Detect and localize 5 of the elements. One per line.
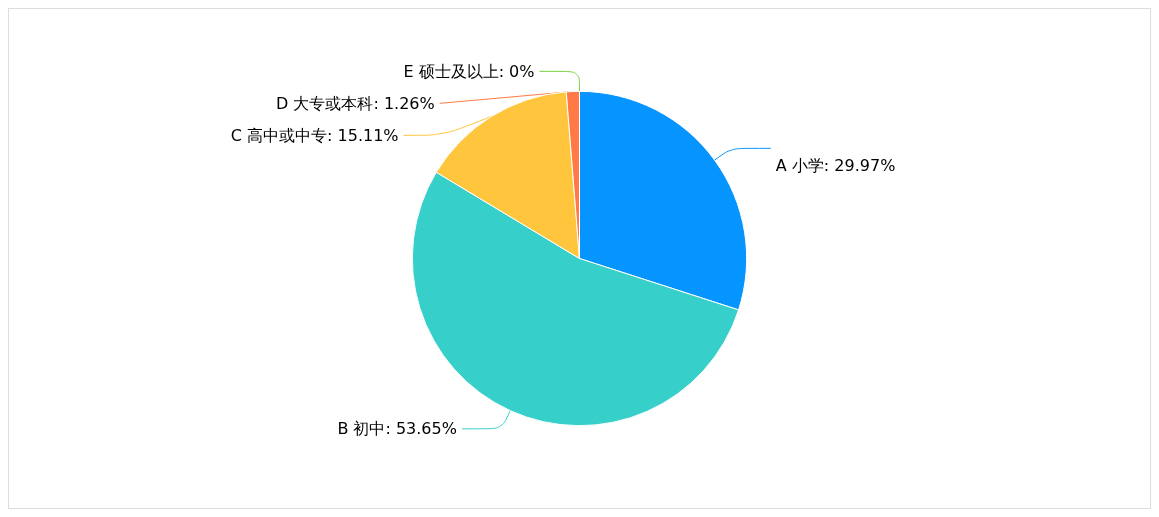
slice-label: B 初中: 53.65%	[337, 419, 457, 439]
slice-label: A 小学: 29.97%	[775, 155, 896, 175]
legend-label: E 硕士及以上: 0%	[403, 61, 535, 81]
slice-label: C 高中或中专: 15.11%	[230, 125, 399, 145]
slice-label: D 大专或本科: 1.26%	[276, 93, 435, 113]
